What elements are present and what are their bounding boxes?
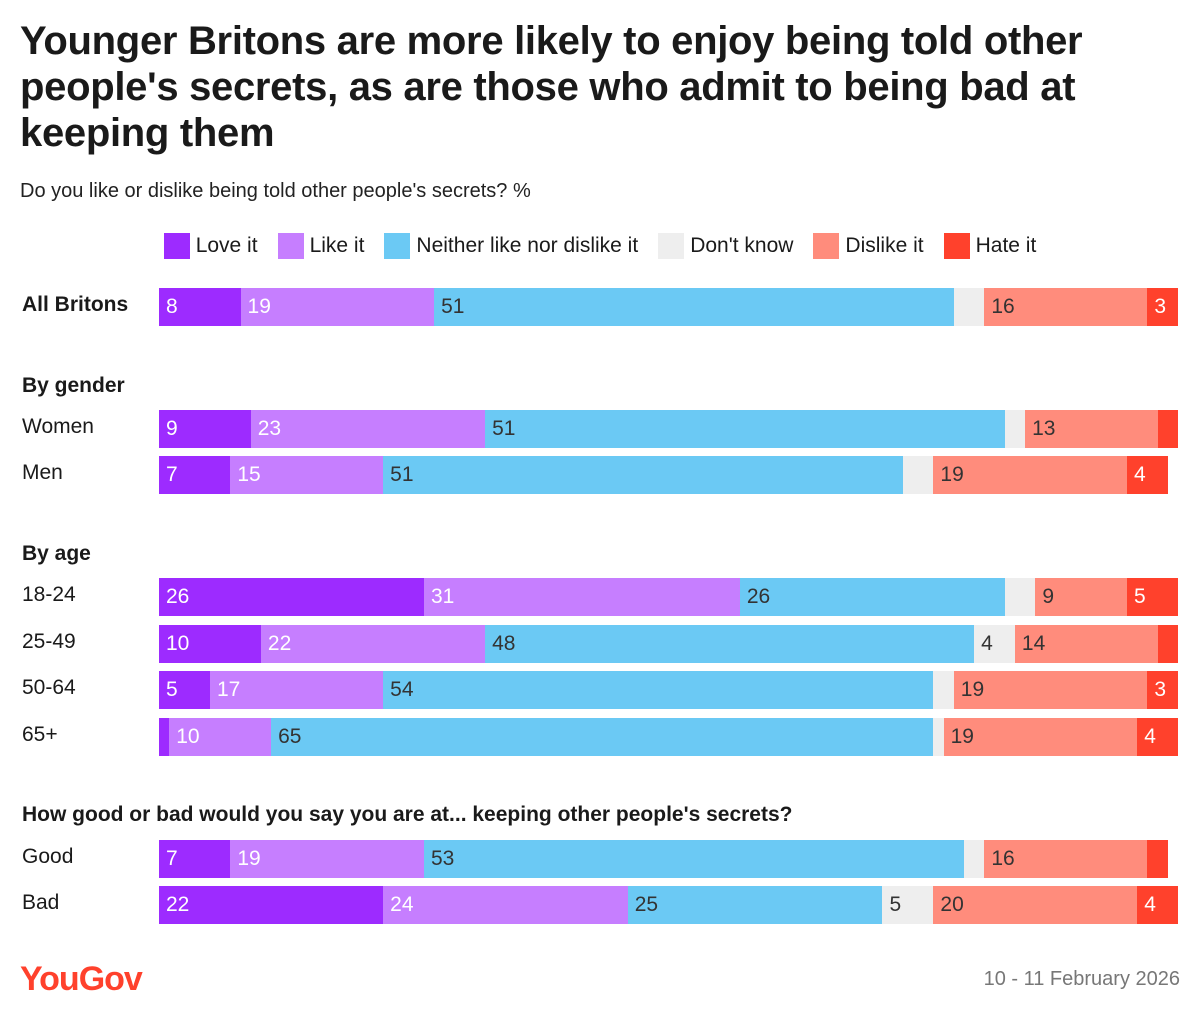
row-label: 50-64 — [22, 676, 76, 699]
chart-title: Younger Britons are more likely to enjoy… — [20, 19, 1083, 155]
bar-segment-love-it: 7 — [159, 840, 231, 878]
legend-item: Love it — [163, 233, 258, 259]
legend-swatch — [277, 233, 304, 259]
bar-segment-like-it: 15 — [230, 456, 384, 494]
bar-segment-like-it: 19 — [240, 288, 435, 326]
legend-label: Dislike it — [845, 234, 924, 257]
bar-segment-neither-like-nor-dislike-it: 65 — [271, 718, 934, 756]
stacked-bar: 8 19 51 16 3 — [159, 288, 1178, 326]
bar-segment-hate-it: 5 — [1127, 578, 1178, 616]
bar-segment-don-t-know — [1004, 578, 1036, 616]
bar-segment-like-it: 19 — [230, 840, 424, 878]
legend-label: Neither like nor dislike it — [416, 234, 639, 257]
legend-item: Hate it — [943, 233, 1037, 259]
section-heading: How good or bad would you say you are at… — [22, 803, 793, 826]
legend-item: Like it — [277, 233, 365, 259]
bar-segment-don-t-know — [933, 671, 954, 709]
bar-segment-don-t-know — [953, 288, 985, 326]
bar-segment-neither-like-nor-dislike-it: 53 — [423, 840, 964, 878]
legend-label: Hate it — [975, 234, 1037, 257]
bar-segment-neither-like-nor-dislike-it: 48 — [485, 625, 975, 663]
legend-swatch — [943, 233, 970, 259]
bar-segment-dislike-it: 14 — [1014, 625, 1158, 663]
stacked-bar: 10 22 48 4 14 — [159, 625, 1178, 663]
stacked-bar: 22 24 25 5 20 4 — [159, 886, 1178, 924]
stacked-bar: 26 31 26 9 5 — [159, 578, 1178, 616]
row-label: Bad — [22, 891, 60, 914]
section-heading: By age — [22, 542, 91, 565]
bar-segment-love-it: 9 — [159, 410, 251, 448]
bar-segment-dislike-it: 9 — [1035, 578, 1128, 616]
bar-segment-dislike-it: 19 — [943, 718, 1138, 756]
bar-segment-dislike-it: 19 — [933, 456, 1128, 494]
row-label: 25-49 — [22, 630, 76, 653]
chart-subtitle: Do you like or dislike being told other … — [20, 180, 531, 202]
bar-segment-neither-like-nor-dislike-it: 51 — [434, 288, 954, 326]
bar-segment-neither-like-nor-dislike-it: 51 — [383, 456, 903, 494]
bar-segment-like-it: 23 — [250, 410, 486, 448]
legend-item: Don't know — [658, 233, 793, 259]
bar-segment-hate-it: 4 — [1137, 886, 1178, 924]
bar-segment-hate-it: 4 — [1127, 456, 1168, 494]
row-label: Women — [22, 415, 94, 438]
stacked-bar: 9 23 51 13 — [159, 410, 1178, 448]
bar-segment-neither-like-nor-dislike-it: 25 — [627, 886, 883, 924]
bar-segment-dislike-it: 20 — [933, 886, 1138, 924]
bar-segment-dislike-it: 13 — [1025, 410, 1158, 448]
legend-item: Dislike it — [813, 233, 924, 259]
bar-segment-love-it: 22 — [159, 886, 384, 924]
bar-segment-love-it: 7 — [159, 456, 231, 494]
row-label: All Britons — [22, 293, 129, 316]
fieldwork-date: 10 - 11 February 2026 — [983, 968, 1180, 990]
bar-segment-hate-it — [1157, 410, 1178, 448]
section-heading: By gender — [22, 374, 125, 397]
bar-segment-like-it: 10 — [169, 718, 272, 756]
bar-segment-don-t-know: 4 — [974, 625, 1015, 663]
legend-swatch — [813, 233, 840, 259]
bar-segment-like-it: 24 — [383, 886, 628, 924]
bar-segment-don-t-know — [964, 840, 985, 878]
bar-segment-like-it: 17 — [209, 671, 384, 709]
bar-segment-dislike-it: 16 — [984, 288, 1148, 326]
legend-swatch — [384, 233, 411, 259]
bar-segment-hate-it: 4 — [1137, 718, 1178, 756]
bar-segment-love-it — [159, 718, 170, 756]
bar-segment-hate-it — [1147, 840, 1168, 878]
bar-segment-dislike-it: 16 — [984, 840, 1148, 878]
bar-segment-don-t-know — [933, 718, 944, 756]
stacked-bar: 7 15 51 19 4 — [159, 456, 1168, 494]
bar-segment-don-t-know — [1004, 410, 1026, 448]
bar-segment-hate-it: 3 — [1147, 671, 1178, 709]
legend-label: Love it — [195, 234, 258, 257]
row-label: 65+ — [22, 723, 58, 746]
yougov-logo: YouGov — [20, 960, 143, 998]
stacked-bar: 10 65 19 4 — [159, 718, 1178, 756]
bar-segment-neither-like-nor-dislike-it: 51 — [485, 410, 1005, 448]
stacked-bar: 5 17 54 19 3 — [159, 671, 1178, 709]
bar-segment-don-t-know — [902, 456, 934, 494]
legend-swatch — [658, 233, 685, 259]
legend-label: Like it — [309, 234, 365, 257]
stacked-bar: 7 19 53 16 — [159, 840, 1168, 878]
bar-segment-love-it: 8 — [159, 288, 241, 326]
legend: Love it Like it Neither like nor dislike i… — [0, 233, 1200, 259]
bar-segment-neither-like-nor-dislike-it: 54 — [383, 671, 934, 709]
legend-swatch — [163, 233, 190, 259]
bar-segment-don-t-know: 5 — [882, 886, 934, 924]
legend-label: Don't know — [690, 234, 794, 257]
legend-item: Neither like nor dislike it — [384, 233, 638, 259]
row-label: Men — [22, 461, 63, 484]
bar-segment-love-it: 10 — [159, 625, 261, 663]
bar-segment-like-it: 31 — [423, 578, 740, 616]
bar-segment-love-it: 5 — [159, 671, 210, 709]
row-label: Good — [22, 845, 74, 868]
bar-segment-hate-it — [1157, 625, 1178, 663]
bar-segment-like-it: 22 — [260, 625, 486, 663]
bar-segment-neither-like-nor-dislike-it: 26 — [739, 578, 1005, 616]
row-label: 18-24 — [22, 583, 76, 606]
bar-segment-love-it: 26 — [159, 578, 424, 616]
bar-segment-hate-it: 3 — [1147, 288, 1178, 326]
bar-segment-dislike-it: 19 — [953, 671, 1148, 709]
